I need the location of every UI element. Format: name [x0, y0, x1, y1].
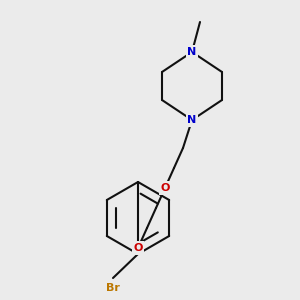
Text: O: O	[160, 183, 170, 193]
Text: N: N	[188, 47, 196, 57]
Text: N: N	[188, 115, 196, 125]
Text: O: O	[133, 243, 143, 253]
Text: Br: Br	[106, 283, 120, 293]
